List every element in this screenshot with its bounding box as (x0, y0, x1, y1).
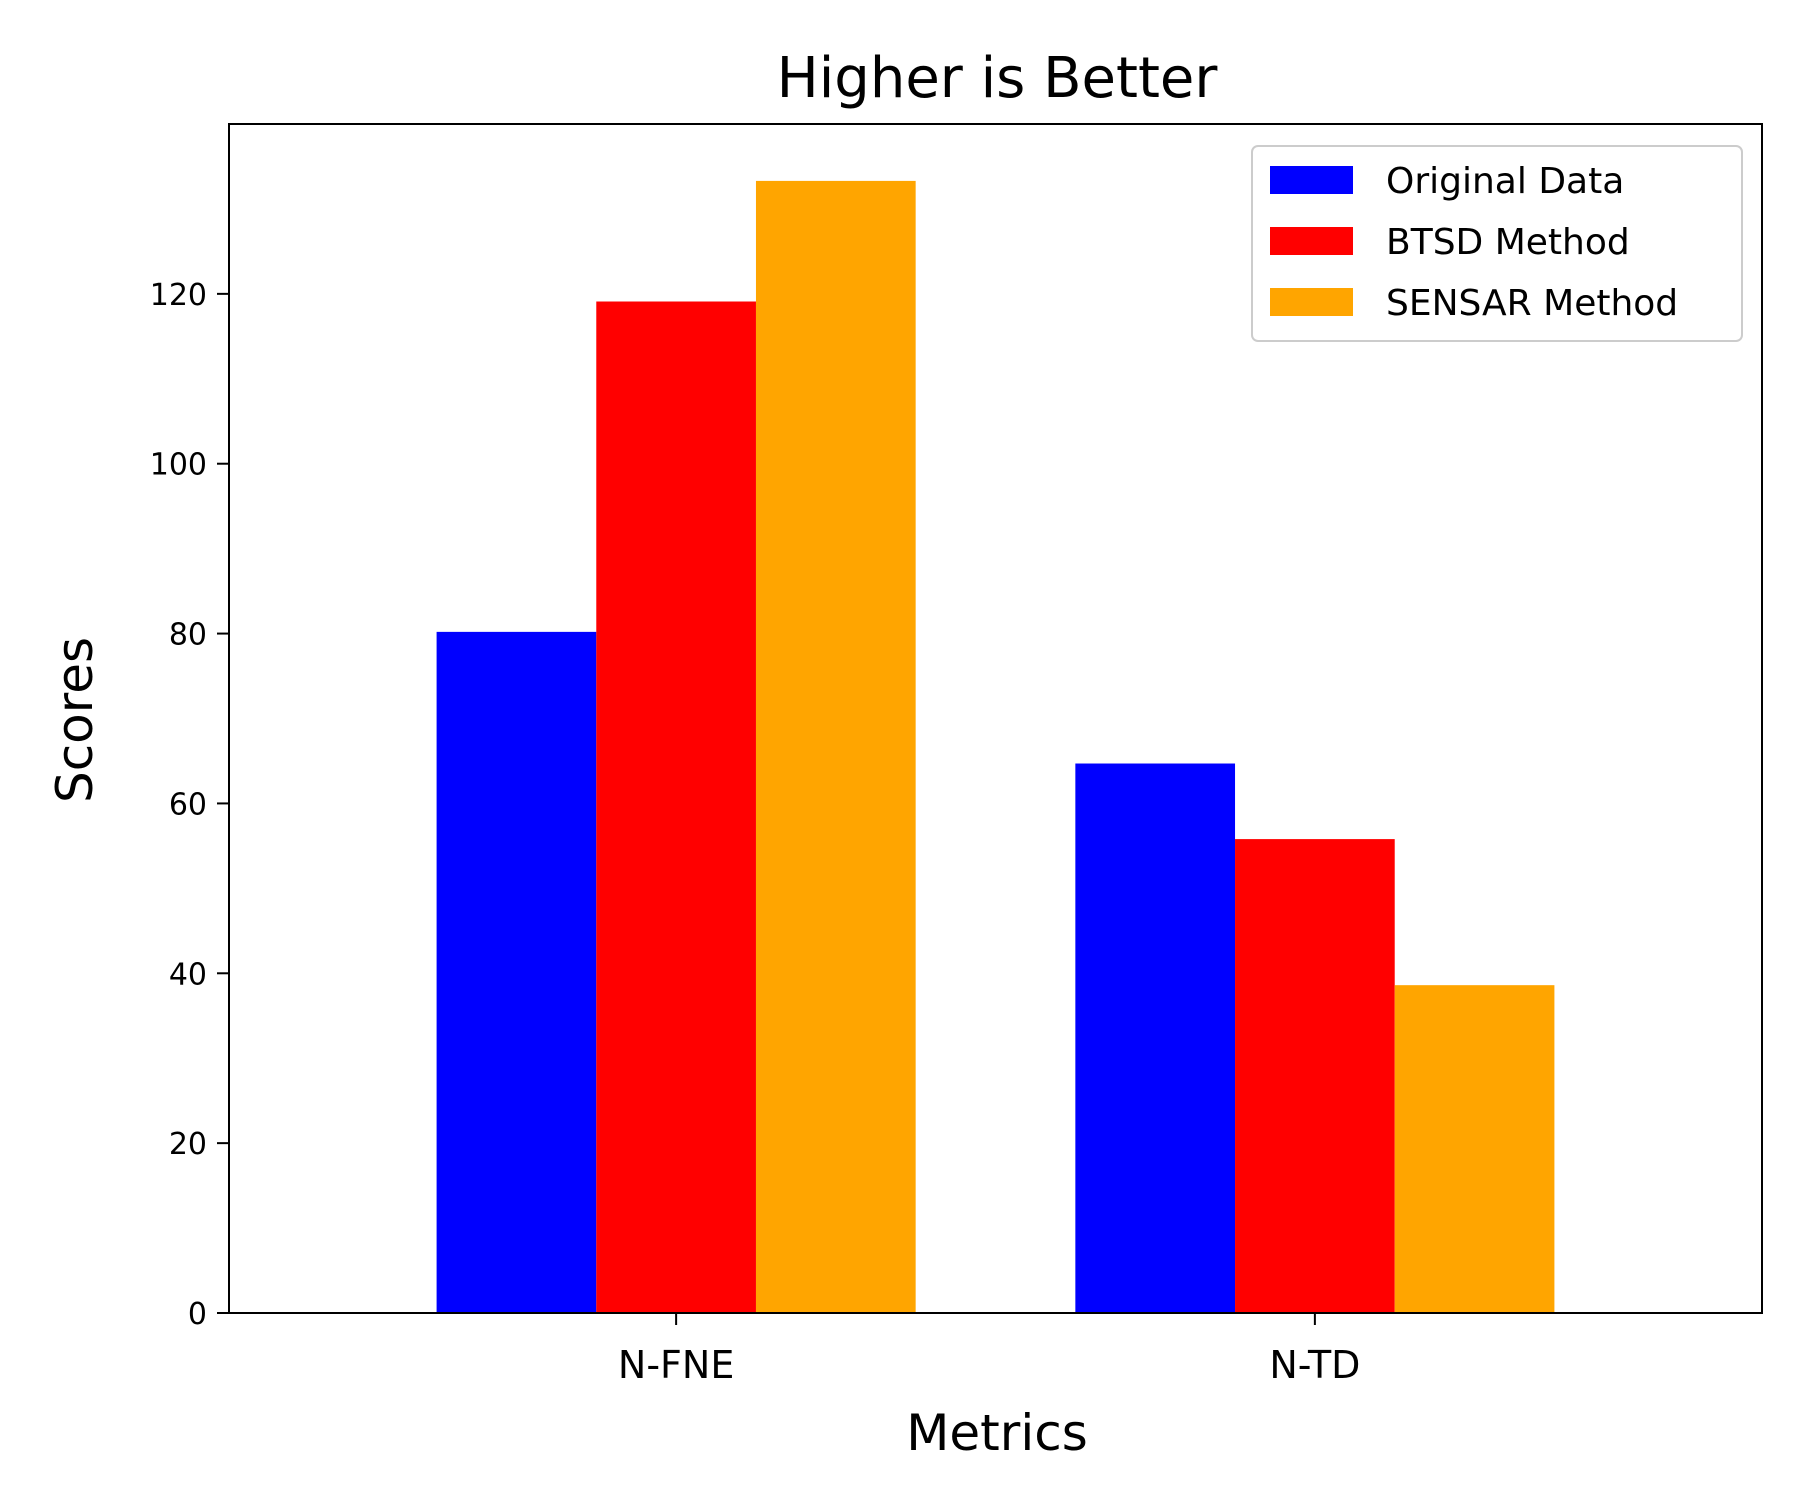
y-tick-label-4: 80 (169, 618, 207, 653)
y-axis-ticks: 0 20 40 60 80 100 120 (150, 278, 229, 1332)
legend-label-0: Original Data (1386, 161, 1624, 202)
bar-0-0 (436, 631, 597, 1313)
bar-1-1 (1235, 839, 1395, 1313)
legend-swatch-1 (1270, 227, 1353, 255)
legend: Original Data BTSD Method SENSAR Method (1251, 145, 1743, 342)
legend-swatch-2 (1270, 288, 1353, 316)
legend-swatch-0 (1270, 166, 1353, 194)
x-axis-ticks: N-FNE N-TD (618, 1313, 1360, 1387)
legend-label-1: BTSD Method (1386, 222, 1630, 263)
y-tick-label-3: 60 (169, 787, 207, 822)
bar-0-1 (1075, 763, 1236, 1313)
y-axis-label: Scores (46, 637, 104, 803)
x-axis-label: Metrics (906, 1404, 1088, 1462)
x-tick-label-0: N-FNE (618, 1343, 734, 1387)
x-tick-label-1: N-TD (1269, 1343, 1360, 1387)
plot-frame (228, 123, 1763, 1314)
legend-label-2: SENSAR Method (1386, 283, 1678, 324)
y-tick-label-5: 100 (150, 448, 207, 483)
bar-1-0 (596, 301, 756, 1313)
bar-2-1 (1394, 985, 1555, 1313)
chart-title: Higher is Better (777, 46, 1219, 111)
bar-2-0 (755, 180, 916, 1314)
y-tick-label-0: 0 (188, 1297, 207, 1332)
y-tick-label-1: 20 (169, 1127, 207, 1162)
y-tick-label-2: 40 (169, 957, 207, 992)
bars-group (436, 180, 1555, 1314)
legend-frame (1251, 145, 1743, 342)
y-tick-label-6: 120 (150, 278, 207, 313)
